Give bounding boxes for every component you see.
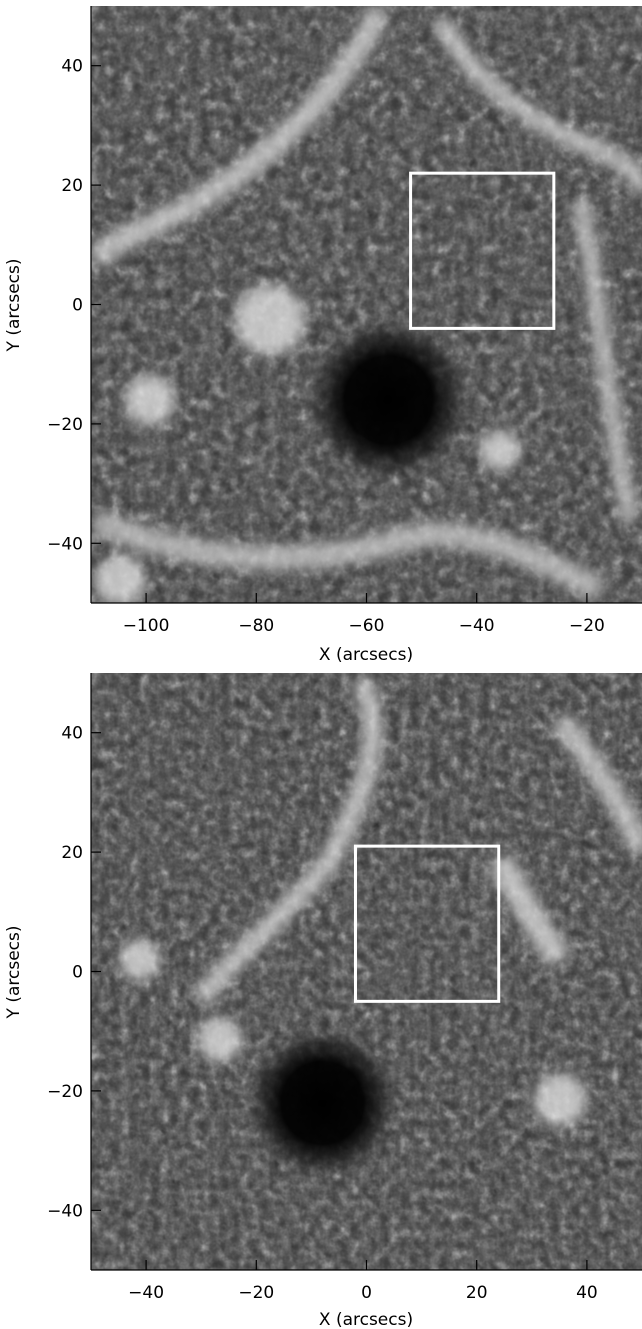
bottom-panel-image — [91, 673, 642, 1270]
top-panel-image — [91, 6, 642, 603]
bottom-y-tick-label: 20 — [61, 843, 83, 863]
bottom-x-tick-label: 40 — [576, 1283, 598, 1303]
bottom-y-tick-label: 40 — [61, 724, 83, 744]
bottom-umbra — [247, 1027, 398, 1178]
top-y-tick-label: 40 — [61, 57, 83, 77]
top-x-tick-label: −100 — [123, 616, 170, 636]
bottom-x-tick-label: 20 — [466, 1283, 488, 1303]
top-y-tick-label: 0 — [72, 296, 83, 316]
bottom-x-tick-label: −40 — [128, 1283, 164, 1303]
top-x-tick-label: −40 — [459, 616, 495, 636]
top-y-tick-label: 20 — [61, 176, 83, 196]
top-region-box — [409, 171, 556, 330]
top-x-tick-label: −80 — [238, 616, 274, 636]
bottom-x-tick-label: 0 — [361, 1283, 372, 1303]
top-x-tick-label: −20 — [569, 616, 605, 636]
top-y-tick-label: −20 — [47, 415, 83, 435]
top-axes: −100 −80 −60 −40 −20 −40 −20 0 20 40 — [47, 6, 642, 636]
bottom-x-axis-label: X (arcsecs) — [319, 1310, 413, 1329]
top-x-axis-label: X (arcsecs) — [319, 645, 413, 665]
bottom-y-tick-label: −20 — [47, 1082, 83, 1102]
bottom-y-tick-label: −40 — [47, 1201, 83, 1221]
top-x-tick-label: −60 — [349, 616, 385, 636]
bottom-panel: −40 −20 0 20 40 −40 −20 0 20 40 X (arcsecs) Y (ar… — [4, 673, 642, 1329]
bottom-x-tick-label: −20 — [238, 1283, 274, 1303]
top-y-tick-label: −40 — [47, 534, 83, 554]
top-umbra — [308, 320, 469, 481]
bottom-y-tick-label: 0 — [72, 963, 83, 983]
bottom-region-box — [353, 844, 501, 1003]
bottom-axes: −40 −20 0 20 40 −40 −20 0 20 40 — [47, 673, 642, 1303]
bottom-y-axis-label: Y (arcsecs) — [4, 926, 24, 1020]
top-y-axis-label: Y (arcsecs) — [4, 259, 24, 353]
